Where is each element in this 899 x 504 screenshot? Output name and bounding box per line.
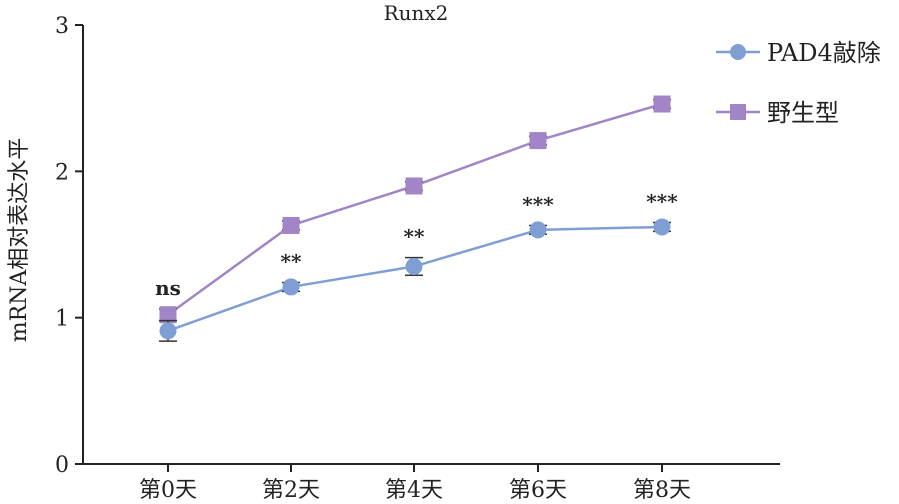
series-wild-type [159,95,671,324]
chart-title: Runx2 [384,1,449,25]
y-axis-label: mRNA相对表达水平 [7,138,32,343]
series-knockout [159,218,671,342]
y-tick-label: 2 [55,160,69,185]
y-tick-label: 0 [55,453,69,478]
series-line [167,102,663,316]
data-point [159,322,177,340]
data-point [282,278,300,296]
data-point [653,95,671,113]
significance-label: ns [155,276,181,300]
legend-label: 野生型 [767,99,839,127]
legend-label: PAD4敲除 [767,39,881,67]
x-tick-label: 第0天 [139,478,197,503]
data-point [405,257,423,275]
y-tick-label: 1 [55,307,69,332]
significance-label: ** [281,250,302,274]
x-tick-label: 第6天 [509,478,567,503]
y-tick-label: 3 [55,14,69,39]
significance-label: *** [522,192,554,216]
series-layer [159,95,671,342]
significance-label: ** [404,225,425,249]
axes: 0 1 2 3 第0天 第2天 第4天 第6天 第8天 [55,14,780,503]
data-point [653,218,671,236]
data-point [282,216,300,234]
legend-marker [730,44,746,60]
x-tick-label: 第4天 [385,478,443,503]
data-point [529,221,547,239]
annotation-layer: ns******* *** [155,190,678,300]
data-point [405,177,423,195]
data-point [529,132,547,150]
legend-marker [730,104,746,120]
x-tick-label: 第8天 [633,478,691,503]
significance-label: *** [646,190,678,214]
legend-item: 野生型 [716,99,839,127]
x-tick-label: 第2天 [262,478,320,503]
legend-item: PAD4敲除 [716,39,881,67]
